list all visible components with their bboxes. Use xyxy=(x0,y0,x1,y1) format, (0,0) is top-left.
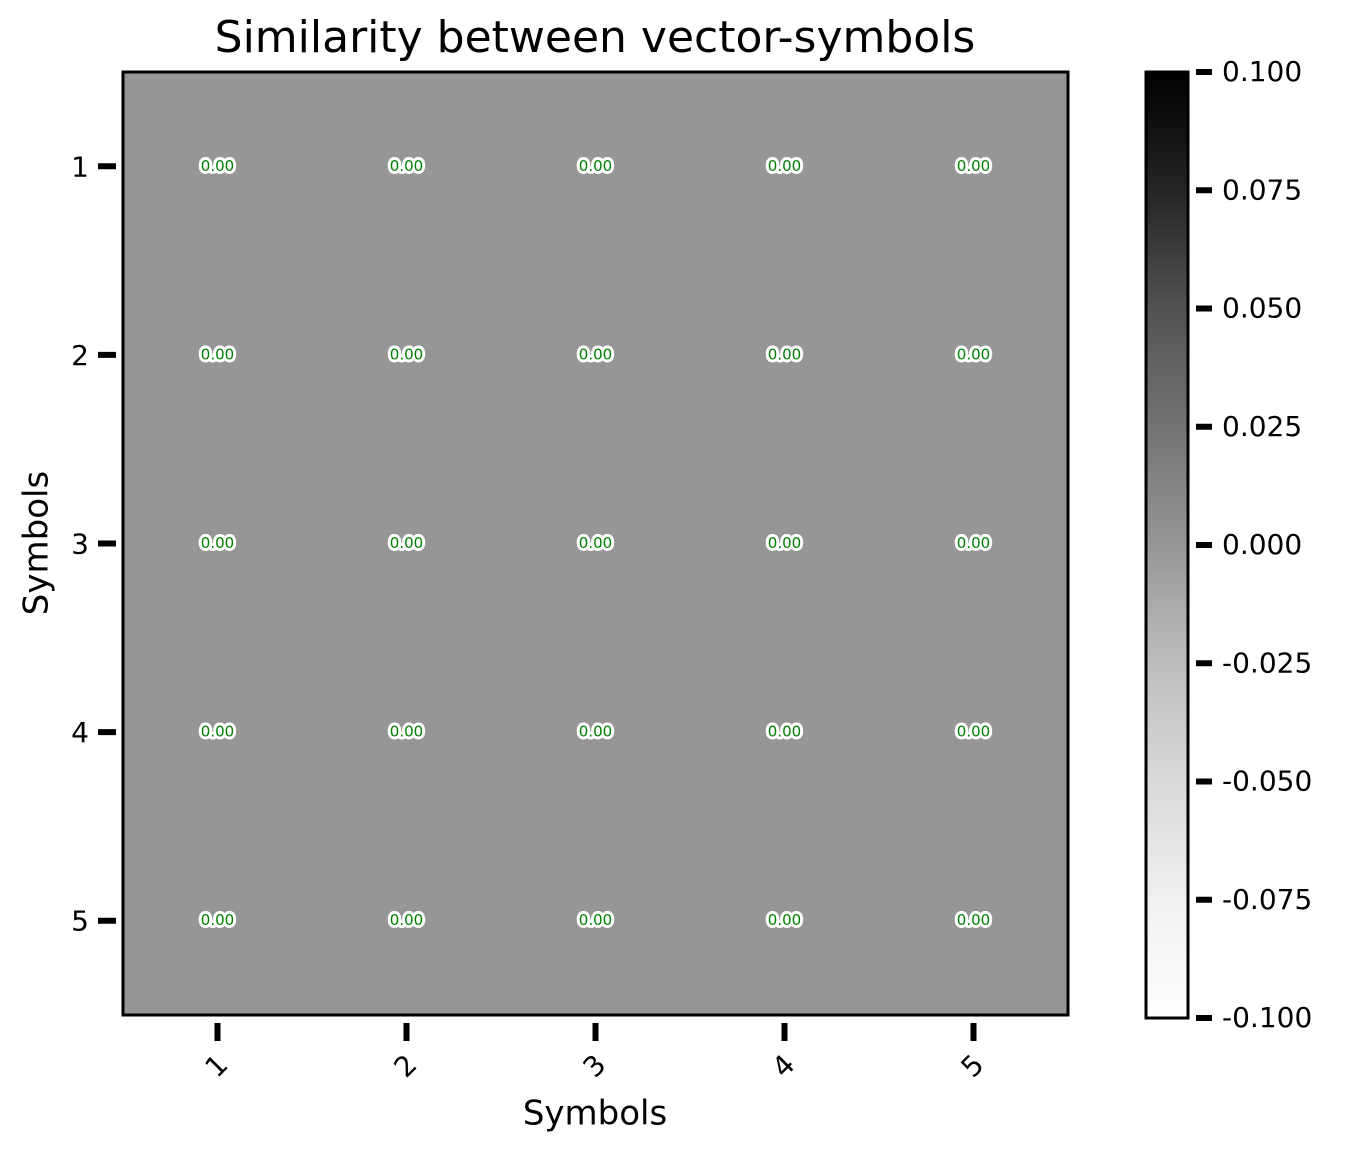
colorbar-tick-label: -0.075 xyxy=(1222,883,1312,916)
value-label: 0.00 xyxy=(579,534,612,552)
value-label: 0.00 xyxy=(579,157,612,175)
value-label: 0.00 xyxy=(390,157,423,175)
value-label: 0.00 xyxy=(201,345,234,363)
heatmap-cell xyxy=(690,449,880,639)
heatmap-cell xyxy=(123,260,313,450)
value-label: 0.00 xyxy=(768,157,801,175)
colorbar-tick-label: 0.050 xyxy=(1222,292,1302,325)
heatmap-cell xyxy=(123,72,313,262)
value-label: 0.00 xyxy=(768,723,801,741)
y-tick-label: 3 xyxy=(71,528,89,561)
heatmap-cell xyxy=(501,72,691,262)
colorbar xyxy=(1144,70,1190,1020)
colorbar-tick-label: 0.075 xyxy=(1222,173,1302,206)
value-label: 0.00 xyxy=(768,345,801,363)
heatmap-cell xyxy=(501,826,691,1016)
heatmap-cell xyxy=(879,449,1069,639)
heatmap-cell xyxy=(501,449,691,639)
value-label: 0.00 xyxy=(390,534,423,552)
y-tick-label: 5 xyxy=(71,905,89,938)
heatmap-cell xyxy=(690,826,880,1016)
value-label: 0.00 xyxy=(957,157,990,175)
heatmap-cell xyxy=(690,637,880,827)
x-tick-label: 2 xyxy=(387,1048,423,1084)
y-tick-label: 2 xyxy=(71,339,89,372)
value-label: 0.00 xyxy=(579,911,612,929)
heatmap-cell xyxy=(690,72,880,262)
value-label: 0.00 xyxy=(201,157,234,175)
heatmap-cell xyxy=(312,826,502,1016)
value-label: 0.00 xyxy=(957,911,990,929)
colorbar-tick-label: 0.000 xyxy=(1222,528,1302,561)
colorbar-tick-label: -0.025 xyxy=(1222,646,1312,679)
value-label: 0.00 xyxy=(390,345,423,363)
value-label: 0.00 xyxy=(579,345,612,363)
heatmap-cell xyxy=(312,72,502,262)
heatmap-cell xyxy=(879,826,1069,1016)
value-label: 0.00 xyxy=(390,911,423,929)
value-label: 0.00 xyxy=(579,723,612,741)
heatmap-cell xyxy=(312,260,502,450)
colorbar-tick-label: -0.100 xyxy=(1222,1001,1312,1034)
value-label: 0.00 xyxy=(201,911,234,929)
colorbar-tick-label: -0.050 xyxy=(1222,765,1312,798)
colorbar-tick-label: 0.025 xyxy=(1222,410,1302,443)
heatmap-cell xyxy=(123,449,313,639)
x-axis-label: Symbols xyxy=(523,1094,667,1134)
heatmap-cell xyxy=(501,637,691,827)
value-label: 0.00 xyxy=(201,534,234,552)
y-tick-label: 1 xyxy=(71,150,89,183)
value-label: 0.00 xyxy=(390,723,423,741)
heatmap-cell xyxy=(690,260,880,450)
chart-title: Similarity between vector-symbols xyxy=(215,12,976,63)
value-label: 0.00 xyxy=(957,723,990,741)
value-label: 0.00 xyxy=(768,911,801,929)
x-tick-label: 1 xyxy=(198,1048,234,1084)
heatmap-cell xyxy=(123,826,313,1016)
plot-frame xyxy=(121,70,1070,1017)
heatmap-cell xyxy=(123,637,313,827)
colorbar-tick-label: 0.100 xyxy=(1222,55,1302,88)
value-label: 0.00 xyxy=(201,723,234,741)
x-tick-label: 3 xyxy=(576,1048,612,1084)
heatmap-cell xyxy=(879,260,1069,450)
x-tick-label: 5 xyxy=(954,1048,990,1084)
heatmap-cell xyxy=(501,260,691,450)
value-label: 0.00 xyxy=(957,345,990,363)
value-label: 0.00 xyxy=(957,534,990,552)
y-axis-label: Symbols xyxy=(17,471,57,615)
value-label: 0.00 xyxy=(768,534,801,552)
heatmap-cell xyxy=(312,637,502,827)
heatmap-cell xyxy=(879,72,1069,262)
y-tick-label: 4 xyxy=(71,716,89,749)
heatmap-cell xyxy=(879,637,1069,827)
x-tick-label: 4 xyxy=(765,1048,801,1084)
heatmap-cell xyxy=(312,449,502,639)
